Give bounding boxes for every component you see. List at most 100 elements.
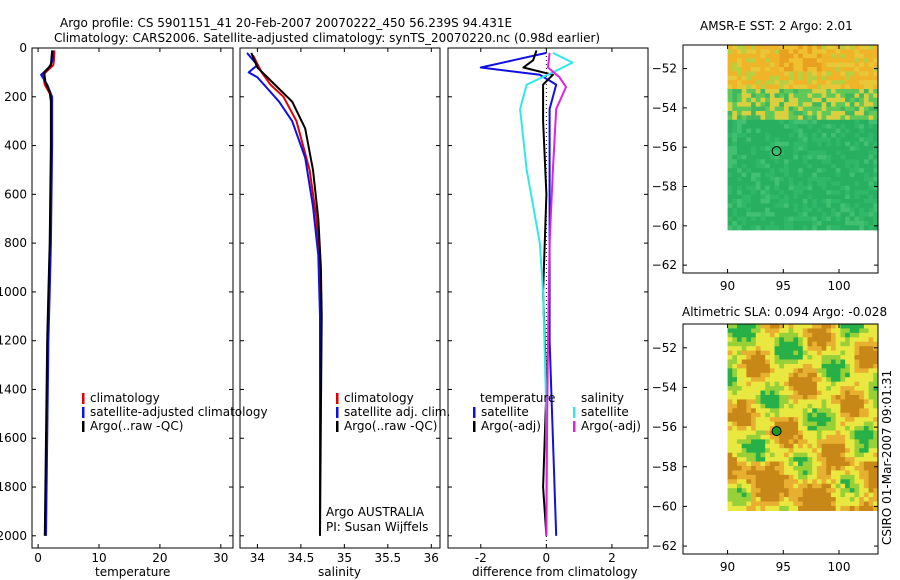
heatmap-cell [854, 461, 860, 467]
heatmap-cell [873, 150, 878, 156]
heatmap-cell [736, 62, 743, 68]
heatmap-cell [802, 332, 809, 338]
heatmap-cell [769, 412, 776, 418]
legend-label-sal-satellite: satellite adj. clim. [344, 405, 450, 419]
legend-swatch-sal-climatology [336, 393, 339, 404]
heatmap-cell [802, 71, 809, 77]
heatmap-cell [798, 124, 804, 130]
heatmap-cell [845, 212, 851, 218]
heatmap-cell [727, 399, 733, 405]
heatmap-cell [732, 403, 738, 409]
heatmap-cell [765, 328, 771, 334]
heatmap-cell [845, 168, 851, 174]
heatmap-cell [755, 452, 762, 458]
heatmap-cell [779, 137, 785, 143]
heatmap-cell [765, 106, 771, 112]
annotation-pi-name: PI: Susan Wijffels [326, 520, 428, 534]
heatmap-cell [783, 457, 790, 463]
heatmap-cell [727, 386, 733, 392]
legend-swatch-temp-satellite [473, 407, 476, 418]
heatmap-cell [779, 185, 785, 191]
heatmap-cell [868, 93, 874, 99]
heatmap-cell [741, 176, 747, 182]
heatmap-cell [793, 497, 799, 503]
heatmap-cell [788, 403, 794, 409]
heatmap-cell [849, 106, 856, 112]
heatmap-cell [821, 363, 827, 369]
heatmap-cell [826, 225, 832, 231]
heatmap-cell [868, 448, 874, 454]
heatmap-cell [769, 461, 776, 467]
heatmap-cell [793, 359, 799, 365]
heatmap-cell [774, 372, 780, 378]
heatmap-cell [774, 466, 780, 472]
heatmap-cell [816, 421, 823, 427]
heatmap-cell [741, 355, 747, 361]
heatmap-cell [732, 408, 738, 414]
heatmap-cell [868, 168, 874, 174]
heatmap-cell [746, 466, 752, 472]
heatmap-cell [807, 88, 813, 94]
sla-map-heatmap [727, 324, 878, 511]
heatmap-cell [783, 434, 790, 440]
heatmap-cell [732, 359, 738, 365]
heatmap-cell [830, 141, 837, 147]
heatmap-cell [868, 372, 874, 378]
heatmap-cell [854, 67, 860, 72]
heatmap-cell [769, 194, 776, 200]
heatmap-cell [765, 45, 771, 50]
heatmap-cell [859, 190, 865, 196]
heatmap-cell [755, 408, 762, 414]
heatmap-cell [765, 372, 771, 378]
heatmap-cell [755, 119, 762, 125]
heatmap-cell [732, 363, 738, 369]
heatmap-cell [736, 417, 743, 423]
heatmap-cell [798, 488, 804, 494]
heatmap-cell [854, 457, 860, 463]
heatmap-cell [760, 84, 766, 90]
heatmap-cell [760, 198, 766, 204]
heatmap-cell [755, 88, 762, 94]
heatmap-cell [816, 426, 823, 432]
heatmap-cell [783, 497, 790, 503]
heatmap-cell [859, 443, 865, 449]
heatmap-cell [732, 181, 738, 187]
heatmap-cell [765, 408, 771, 414]
heatmap-cell [741, 181, 747, 187]
heatmap-cell [736, 390, 743, 396]
ytick-label: 1000 [0, 285, 27, 299]
heatmap-cell [830, 106, 837, 112]
heatmap-cell [835, 45, 841, 50]
legend-swatch-sal-satellite [336, 407, 339, 418]
heatmap-cell [732, 443, 738, 449]
heatmap-cell [765, 417, 771, 423]
heatmap-cell [859, 466, 865, 472]
heatmap-cell [873, 115, 878, 121]
heatmap-cell [863, 75, 870, 81]
heatmap-cell [812, 434, 818, 440]
heatmap-cell [845, 115, 851, 121]
heatmap-cell [765, 452, 771, 458]
heatmap-cell [727, 119, 733, 125]
heatmap-cell [779, 124, 785, 130]
heatmap-cell [873, 483, 878, 489]
legend-label-temp-argo: Argo(-adj) [481, 419, 541, 433]
heatmap-cell [854, 190, 860, 196]
heatmap-cell [741, 452, 747, 458]
heatmap-cell [746, 470, 752, 476]
heatmap-cell [751, 381, 757, 387]
heatmap-cell [873, 137, 878, 143]
heatmap-cell [779, 390, 785, 396]
heatmap-cell [863, 466, 870, 472]
heatmap-cell [783, 324, 790, 330]
heatmap-cell [727, 71, 733, 77]
heatmap-cell [788, 106, 794, 112]
heatmap-cell [812, 194, 818, 200]
heatmap-cell [835, 434, 841, 440]
heatmap-cell [802, 185, 809, 191]
heatmap-cell [863, 430, 870, 436]
heatmap-cell [830, 212, 837, 218]
heatmap-cell [779, 332, 785, 338]
heatmap-cell [755, 417, 762, 423]
heatmap-cell [849, 119, 856, 125]
